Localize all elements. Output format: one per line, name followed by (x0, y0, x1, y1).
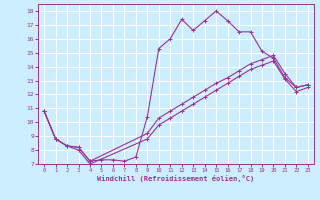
X-axis label: Windchill (Refroidissement éolien,°C): Windchill (Refroidissement éolien,°C) (97, 175, 255, 182)
